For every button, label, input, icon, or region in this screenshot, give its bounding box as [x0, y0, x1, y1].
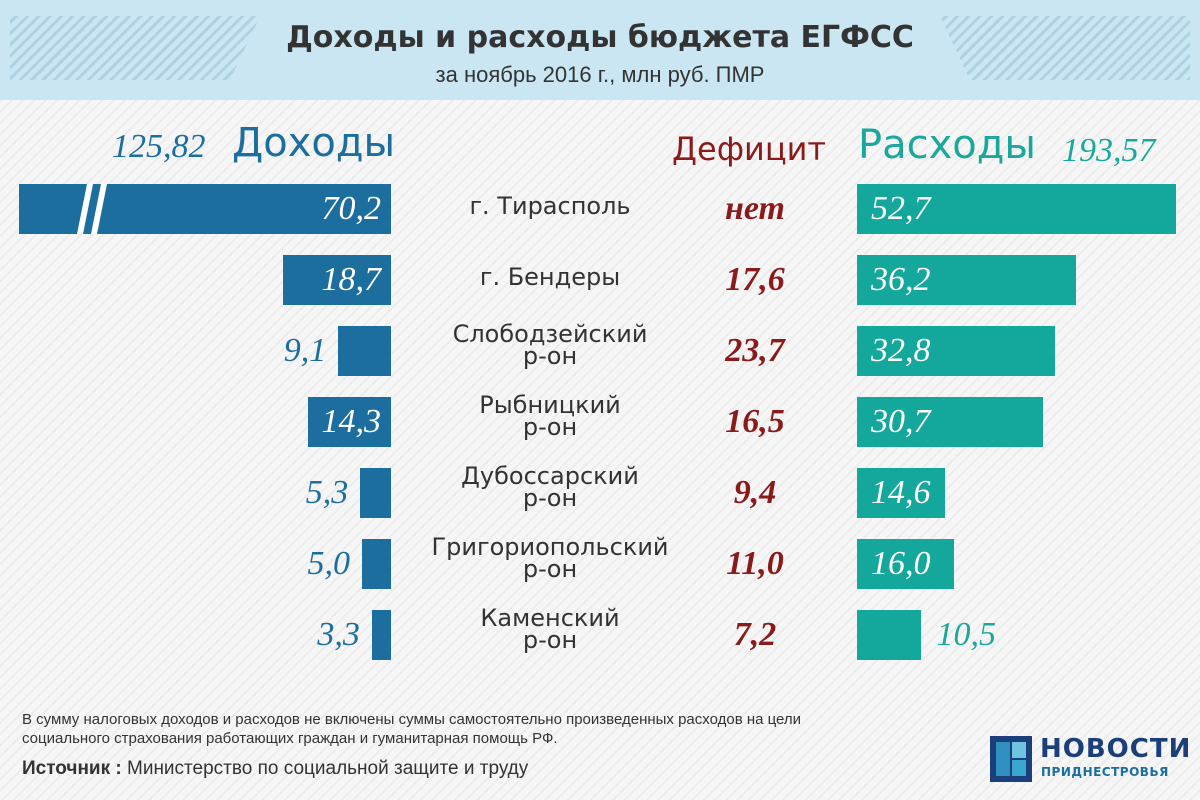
- deficit-value-label: 11,0: [726, 545, 784, 582]
- deficit-value-label: 16,5: [725, 403, 785, 440]
- expense-column-label: Расходы: [858, 122, 1037, 168]
- income-bar: [362, 539, 391, 589]
- expense-value-label: 32,8: [871, 332, 931, 369]
- income-value-label: 3,3: [317, 616, 360, 653]
- expense-value-label: 30,7: [871, 403, 931, 440]
- deficit-value-label: 17,6: [725, 261, 785, 298]
- income-value-label: 5,0: [307, 545, 351, 582]
- expense-bar: [857, 468, 946, 518]
- region-label-line: Слободзейский: [452, 320, 648, 348]
- region-label-line: р-он: [522, 484, 578, 512]
- expense-bar: [857, 610, 921, 660]
- income-bar: [360, 468, 391, 518]
- chart-subtitle: за ноябрь 2016 г., млн руб. ПМР: [435, 62, 765, 87]
- logo-title: НОВОСТИ: [1040, 734, 1192, 764]
- region-label-line: р-он: [522, 555, 578, 583]
- income-value-label: 18,7: [321, 261, 382, 298]
- region-label: Григориопольский р-он: [420, 533, 680, 583]
- expense-bar: [857, 397, 1043, 447]
- expense-total: 193,57: [1062, 132, 1156, 169]
- axis-break-icon: [77, 184, 107, 234]
- expense-bar: [857, 184, 1176, 234]
- source-text: Министерство по социальной защите и труд…: [127, 758, 529, 779]
- region-label: Дубоссарский р-он: [420, 462, 680, 512]
- expense-value-label: 16,0: [871, 545, 931, 582]
- income-value-label: 70,2: [321, 190, 382, 227]
- region-label: Рыбницкий р-он: [420, 391, 680, 441]
- income-column-label: Доходы: [232, 120, 396, 166]
- region-label: Слободзейский р-он: [420, 320, 680, 370]
- deficit-value-label: 7,2: [733, 616, 777, 653]
- deficit-value-label: 9,4: [733, 474, 777, 511]
- region-label-line: Дубоссарский: [461, 462, 639, 490]
- expense-value-label: 14,6: [871, 474, 931, 511]
- header-stripe-left: [10, 16, 260, 80]
- source-line: Источник : Министерство по социальной за…: [22, 758, 528, 780]
- news-logo: НОВОСТИ ПРИДНЕСТРОВЬЯ: [990, 734, 1190, 786]
- chart-title: Доходы и расходы бюджета ЕГФСС: [286, 20, 914, 55]
- expense-value-label: 52,7: [871, 190, 931, 227]
- expense-bar: [857, 539, 954, 589]
- income-value-label: 5,3: [305, 474, 349, 511]
- header-banner: Доходы и расходы бюджета ЕГФСС за ноябрь…: [0, 0, 1200, 100]
- expense-value-label: 36,2: [871, 261, 931, 298]
- region-label-line: р-он: [522, 413, 578, 441]
- income-bar: [338, 326, 391, 376]
- region-label-line: р-он: [522, 626, 578, 654]
- region-label-line: г. Бендеры: [479, 263, 621, 291]
- region-label-line: Рыбницкий: [479, 391, 621, 419]
- region-label: г. Бендеры: [420, 263, 680, 291]
- region-label: Каменский р-он: [420, 604, 680, 654]
- expense-bar: [857, 326, 1056, 376]
- expense-bar: [857, 255, 1076, 305]
- footnote: В сумму налоговых доходов и расходов не …: [22, 711, 802, 747]
- header-stripe-right: [940, 16, 1190, 80]
- deficit-value-label: 23,7: [725, 332, 785, 369]
- income-value-label: 9,1: [283, 332, 327, 369]
- region-label-line: р-он: [522, 342, 578, 370]
- income-bar: [308, 397, 391, 447]
- region-label-line: Григориопольский: [431, 533, 669, 561]
- deficit-value-label: нет: [725, 190, 785, 227]
- logo-subtitle: ПРИДНЕСТРОВЬЯ: [1041, 765, 1169, 779]
- income-bar: [371, 610, 391, 660]
- region-label-line: г. Тирасполь: [469, 192, 631, 220]
- region-label: г. Тирасполь: [420, 192, 680, 220]
- income-total: 125,82: [112, 128, 206, 165]
- income-bar: [282, 255, 391, 305]
- logo-mark-icon: [990, 736, 1032, 782]
- region-label-line: Каменский: [480, 604, 620, 632]
- expense-value-label: 10,5: [936, 616, 997, 653]
- source-label: Источник :: [22, 758, 122, 779]
- deficit-column-label: Дефицит: [672, 130, 827, 168]
- income-value-label: 14,3: [321, 403, 382, 440]
